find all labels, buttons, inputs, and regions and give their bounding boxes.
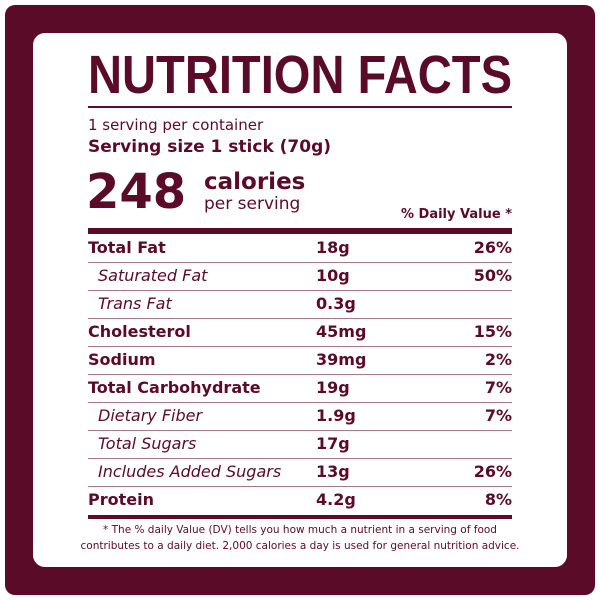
divider [88, 486, 512, 487]
divider [88, 430, 512, 431]
label-card [33, 33, 567, 567]
nutrient-name: Saturated Fat [98, 266, 208, 285]
daily-value: 7% [484, 406, 512, 425]
nutrient-name: Total Carbohydrate [88, 378, 261, 397]
daily-value: 15% [473, 322, 512, 341]
nutrient-name: Dietary Fiber [98, 406, 203, 425]
nutrient-amount: 39mg [316, 350, 367, 369]
nutrient-name: Total Sugars [98, 434, 197, 453]
thick-rule [88, 228, 512, 234]
daily-value: 7% [484, 378, 512, 397]
nutrient-name: Total Fat [88, 238, 166, 257]
nutrient-name: Includes Added Sugars [98, 462, 282, 481]
nutrient-amount: 0.3g [316, 294, 356, 313]
rule [88, 106, 512, 108]
nutrient-name: Cholesterol [88, 322, 191, 341]
calories-sub: per serving [204, 194, 301, 214]
divider [88, 262, 512, 263]
daily-value: 26% [473, 462, 512, 481]
daily-value: 26% [473, 238, 512, 257]
title-box: NUTRITION FACTS [88, 45, 512, 105]
daily-value: 8% [484, 490, 512, 509]
title: NUTRITION FACTS [88, 45, 512, 105]
calories-value: 248 [86, 164, 187, 220]
footnote: * The % daily Value (DV) tells you how m… [0, 522, 600, 554]
nutrient-amount: 45mg [316, 322, 367, 341]
nutrient-amount: 4.2g [316, 490, 356, 509]
serving-size: Serving size 1 stick (70g) [88, 137, 332, 157]
calories-label: calories [204, 169, 306, 195]
nutrient-amount: 13g [316, 462, 350, 481]
nutrient-name: Sodium [88, 350, 156, 369]
nutrient-amount: 19g [316, 378, 350, 397]
divider [88, 402, 512, 403]
divider [88, 318, 512, 319]
daily-value: 50% [473, 266, 512, 285]
nutrient-amount: 10g [316, 266, 350, 285]
nutrient-amount: 1.9g [316, 406, 356, 425]
divider [88, 346, 512, 347]
footnote-line: contributes to a daily diet. 2,000 calor… [80, 540, 520, 552]
divider [88, 458, 512, 459]
divider [88, 290, 512, 291]
thick-rule [88, 515, 512, 519]
nutrient-amount: 17g [316, 434, 350, 453]
daily-value: 2% [484, 350, 512, 369]
nutrient-amount: 18g [316, 238, 350, 257]
nutrient-name: Trans Fat [98, 294, 172, 313]
nutrient-name: Protein [88, 490, 154, 509]
servings: 1 serving per container [88, 116, 264, 134]
divider [88, 374, 512, 375]
footnote-line: * The % daily Value (DV) tells you how m… [103, 524, 497, 536]
daily-value-header: % Daily Value * [400, 207, 512, 222]
